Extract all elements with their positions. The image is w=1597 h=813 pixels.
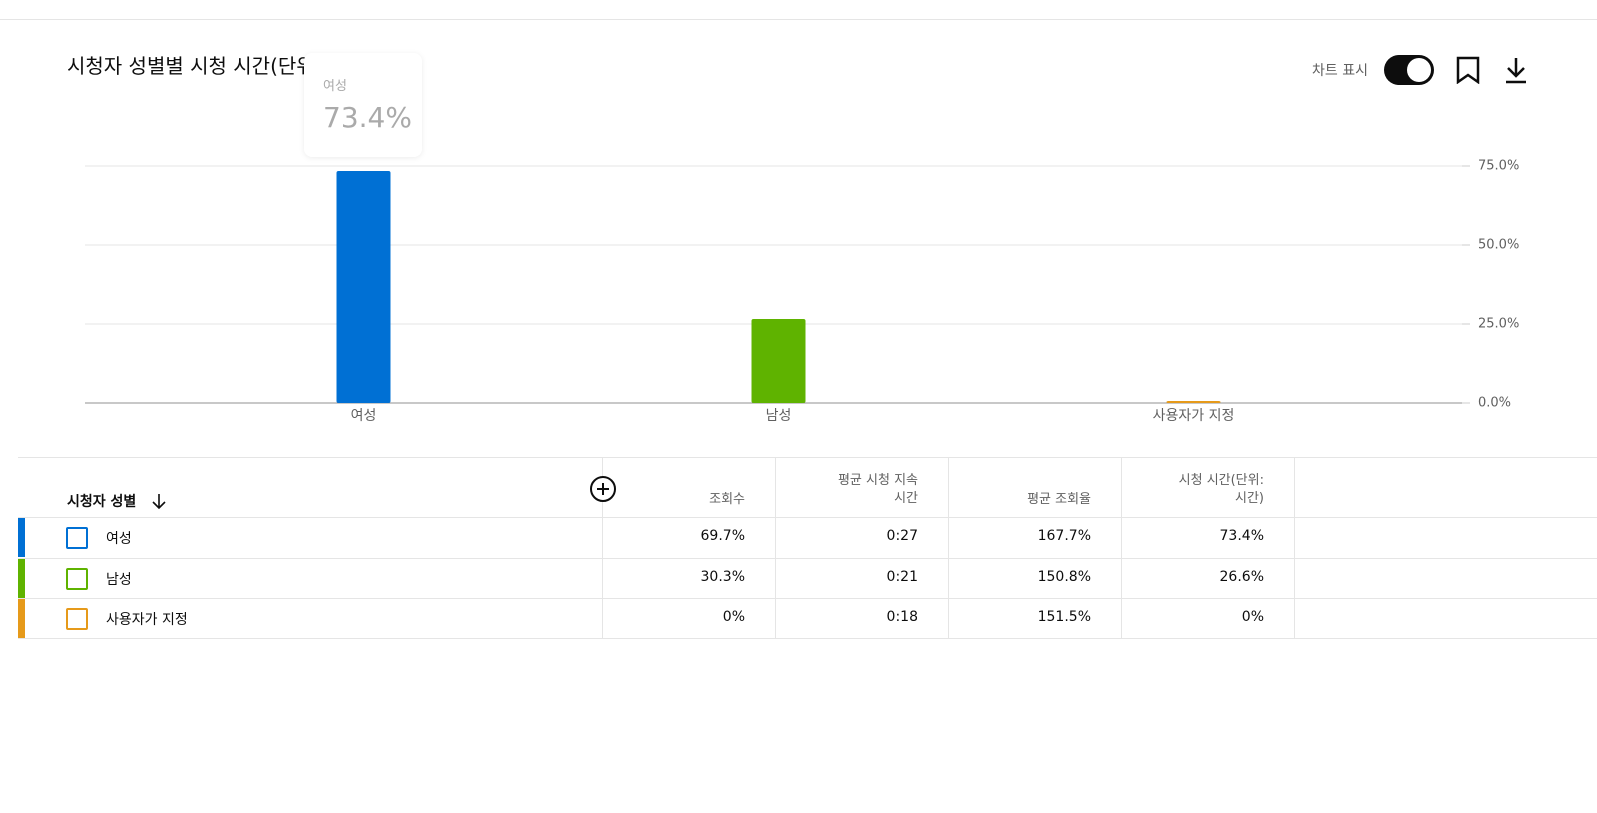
x-tick-label: 여성	[351, 408, 377, 424]
download-button[interactable]	[1503, 56, 1529, 84]
table-cell: 사용자가 지정	[106, 612, 188, 628]
column-header: 평균 시청 지속 시간	[837, 473, 918, 506]
column-header: 조회수	[709, 492, 745, 507]
table-cell: 167.7%	[1037, 528, 1091, 544]
row-color-bar	[18, 599, 25, 638]
table-bottom-border	[18, 638, 1597, 639]
table-cell: 26.6%	[1219, 568, 1264, 585]
bar	[1166, 401, 1221, 403]
add-column-button[interactable]	[589, 475, 617, 503]
column-divider	[948, 458, 949, 638]
x-tick-label: 남성	[766, 408, 792, 424]
y-tick-label: 50.0%	[1478, 238, 1519, 253]
row-checkbox[interactable]	[66, 527, 88, 549]
bar	[336, 171, 391, 403]
y-tick-label: 75.0%	[1478, 159, 1519, 174]
toggle-knob	[1407, 58, 1431, 82]
table-cell: 73.4%	[1219, 528, 1264, 544]
x-tick-label: 사용자가 지정	[1153, 408, 1235, 424]
column-divider	[775, 458, 776, 638]
row-color-bar	[18, 558, 25, 598]
table-cell: 0:27	[886, 528, 918, 544]
column-header[interactable]: 시청자 성별	[67, 494, 137, 510]
tooltip: 여성 73.4%	[304, 53, 422, 157]
table-cell: 151.5%	[1037, 609, 1091, 625]
tooltip-name: 여성	[323, 79, 347, 94]
column-divider	[1121, 458, 1122, 638]
table-cell: 0:21	[886, 568, 918, 585]
row-border	[18, 598, 1597, 599]
sort-icon[interactable]	[151, 492, 167, 510]
table-cell: 여성	[106, 531, 132, 547]
row-color-bar	[18, 518, 25, 557]
row-border	[18, 557, 1597, 559]
column-header: 시청 시간(단위: 시간)	[1178, 473, 1264, 506]
column-divider	[1294, 458, 1295, 638]
bar	[751, 318, 806, 403]
chart: 0.0% 25.0% 50.0% 75.0% 여성 남성 사용자가 지정	[85, 159, 1519, 424]
table-cell: 150.8%	[1037, 568, 1091, 585]
y-tick-label: 25.0%	[1478, 317, 1519, 332]
table-cell: 69.7%	[700, 528, 745, 544]
toggle-label: 차트 표시	[1312, 63, 1368, 79]
row-checkbox[interactable]	[66, 567, 88, 590]
bookmark-button[interactable]	[1455, 56, 1481, 84]
tooltip-value: 73.4%	[323, 101, 412, 134]
table-top-border	[18, 457, 1597, 458]
row-border	[18, 517, 1597, 518]
table-cell: 0%	[722, 609, 745, 625]
column-divider	[602, 458, 603, 638]
row-checkbox[interactable]	[66, 608, 88, 630]
table-cell: 남성	[106, 571, 132, 588]
table-cell: 0%	[1241, 609, 1264, 625]
top-divider	[0, 19, 1597, 20]
chart-toggle[interactable]	[1384, 55, 1434, 85]
column-header: 평균 조회율	[1027, 492, 1091, 507]
table-cell: 30.3%	[700, 568, 745, 585]
table-cell: 0:18	[886, 609, 918, 625]
y-tick-label: 0.0%	[1478, 396, 1511, 411]
